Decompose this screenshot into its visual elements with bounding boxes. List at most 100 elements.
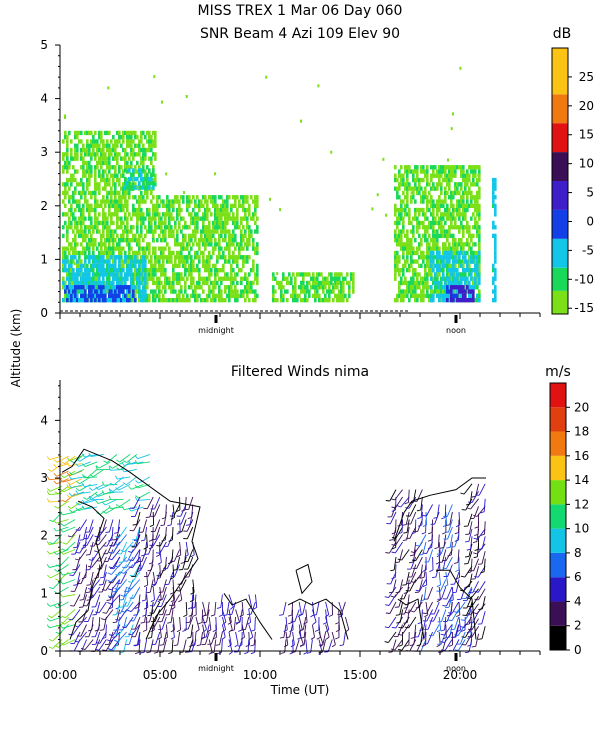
snr-cell — [190, 268, 193, 273]
snr-cell — [120, 263, 123, 269]
snr-cell — [444, 212, 447, 217]
snr-cell — [118, 195, 121, 200]
snr-cell — [76, 220, 79, 226]
snr-cell — [90, 207, 93, 213]
snr-cell — [454, 259, 457, 264]
snr-cell — [400, 165, 403, 170]
snr-cell — [66, 298, 69, 303]
snr-cell — [454, 220, 457, 226]
snr-cell — [446, 255, 449, 260]
snr-cell — [492, 268, 495, 273]
snr-cell — [426, 285, 429, 290]
snr-cell — [424, 293, 427, 299]
snr-cell — [456, 186, 459, 191]
snr-cell — [176, 233, 179, 239]
snr-cell — [194, 285, 197, 290]
snr-cell — [116, 152, 119, 157]
snr-cell — [324, 293, 327, 299]
snr-cell — [462, 255, 465, 260]
snr-cell — [112, 220, 115, 226]
snr-cell — [456, 255, 459, 260]
snr-cell — [432, 259, 435, 264]
snr-cell — [410, 276, 413, 281]
snr-cell — [184, 246, 187, 251]
snr-cell — [298, 285, 301, 290]
snr-cell — [108, 238, 111, 243]
snr-cell — [220, 220, 223, 226]
snr-cell — [242, 216, 245, 221]
wind-barb — [227, 609, 232, 625]
snr-cell — [158, 280, 161, 286]
snr-cell — [232, 220, 235, 226]
snr-cell — [458, 276, 461, 281]
snr-cell — [336, 285, 339, 290]
snr-cell — [242, 233, 245, 239]
snr-cell — [436, 289, 439, 294]
wind-barb — [88, 484, 105, 491]
top-y-tick-label: 3 — [40, 145, 48, 159]
snr-cell — [106, 216, 109, 221]
snr-cell — [410, 293, 413, 299]
snr-cell — [112, 233, 115, 239]
snr-cell — [244, 233, 247, 239]
wind-barb — [114, 475, 131, 480]
snr-cell — [176, 216, 179, 221]
snr-cell — [476, 298, 479, 303]
wind-barb — [477, 626, 486, 640]
snr-cell — [438, 195, 441, 200]
snr-cell — [176, 238, 179, 243]
snr-cell — [410, 255, 413, 260]
snr-cell — [82, 280, 85, 286]
snr-cell — [102, 276, 105, 281]
snr-cell — [456, 199, 459, 204]
snr-cell — [88, 203, 91, 209]
snr-cell — [98, 190, 101, 196]
snr-cell — [220, 289, 223, 294]
snr-cell — [68, 225, 71, 230]
snr-cell — [162, 298, 165, 303]
snr-cell — [146, 272, 149, 277]
wind-contour — [69, 500, 105, 640]
snr-cell — [130, 238, 133, 243]
snr-cell — [100, 238, 103, 243]
wind-barb — [169, 594, 180, 607]
snr-cell — [424, 173, 427, 178]
snr-cell — [112, 212, 115, 217]
wind-barb — [108, 488, 124, 493]
snr-cell — [444, 186, 447, 191]
snr-cell — [70, 259, 73, 264]
snr-cell — [114, 182, 117, 187]
snr-cell — [96, 225, 99, 230]
snr-cell — [102, 169, 105, 174]
snr-cell — [208, 289, 211, 294]
snr-cell — [192, 259, 195, 264]
snr-cell — [462, 177, 465, 183]
snr-cell — [136, 255, 139, 260]
snr-cell — [116, 207, 119, 213]
snr-cell — [94, 195, 97, 200]
snr-cell — [232, 233, 235, 239]
snr-cell — [76, 152, 79, 157]
snr-cell — [68, 293, 71, 299]
snr-cell — [96, 160, 99, 166]
snr-cell — [140, 168, 143, 173]
snr-cell — [452, 207, 455, 213]
snr-cell — [460, 225, 463, 230]
snr-cell — [90, 165, 93, 170]
snr-cell — [256, 216, 259, 221]
snr-region — [394, 165, 481, 303]
snr-cell — [78, 182, 81, 187]
snr-cell — [156, 195, 159, 200]
snr-cell — [188, 199, 191, 204]
snr-cell — [214, 220, 217, 226]
snr-cell — [152, 181, 155, 186]
wind-barb — [453, 601, 466, 614]
snr-cell — [226, 207, 229, 213]
snr-cell — [88, 177, 91, 183]
snr-cell — [70, 263, 73, 269]
snr-cell — [400, 182, 403, 187]
snr-cell — [146, 195, 149, 200]
snr-cell — [120, 233, 123, 239]
snr-cell — [324, 280, 327, 286]
wind-barb — [395, 579, 404, 594]
